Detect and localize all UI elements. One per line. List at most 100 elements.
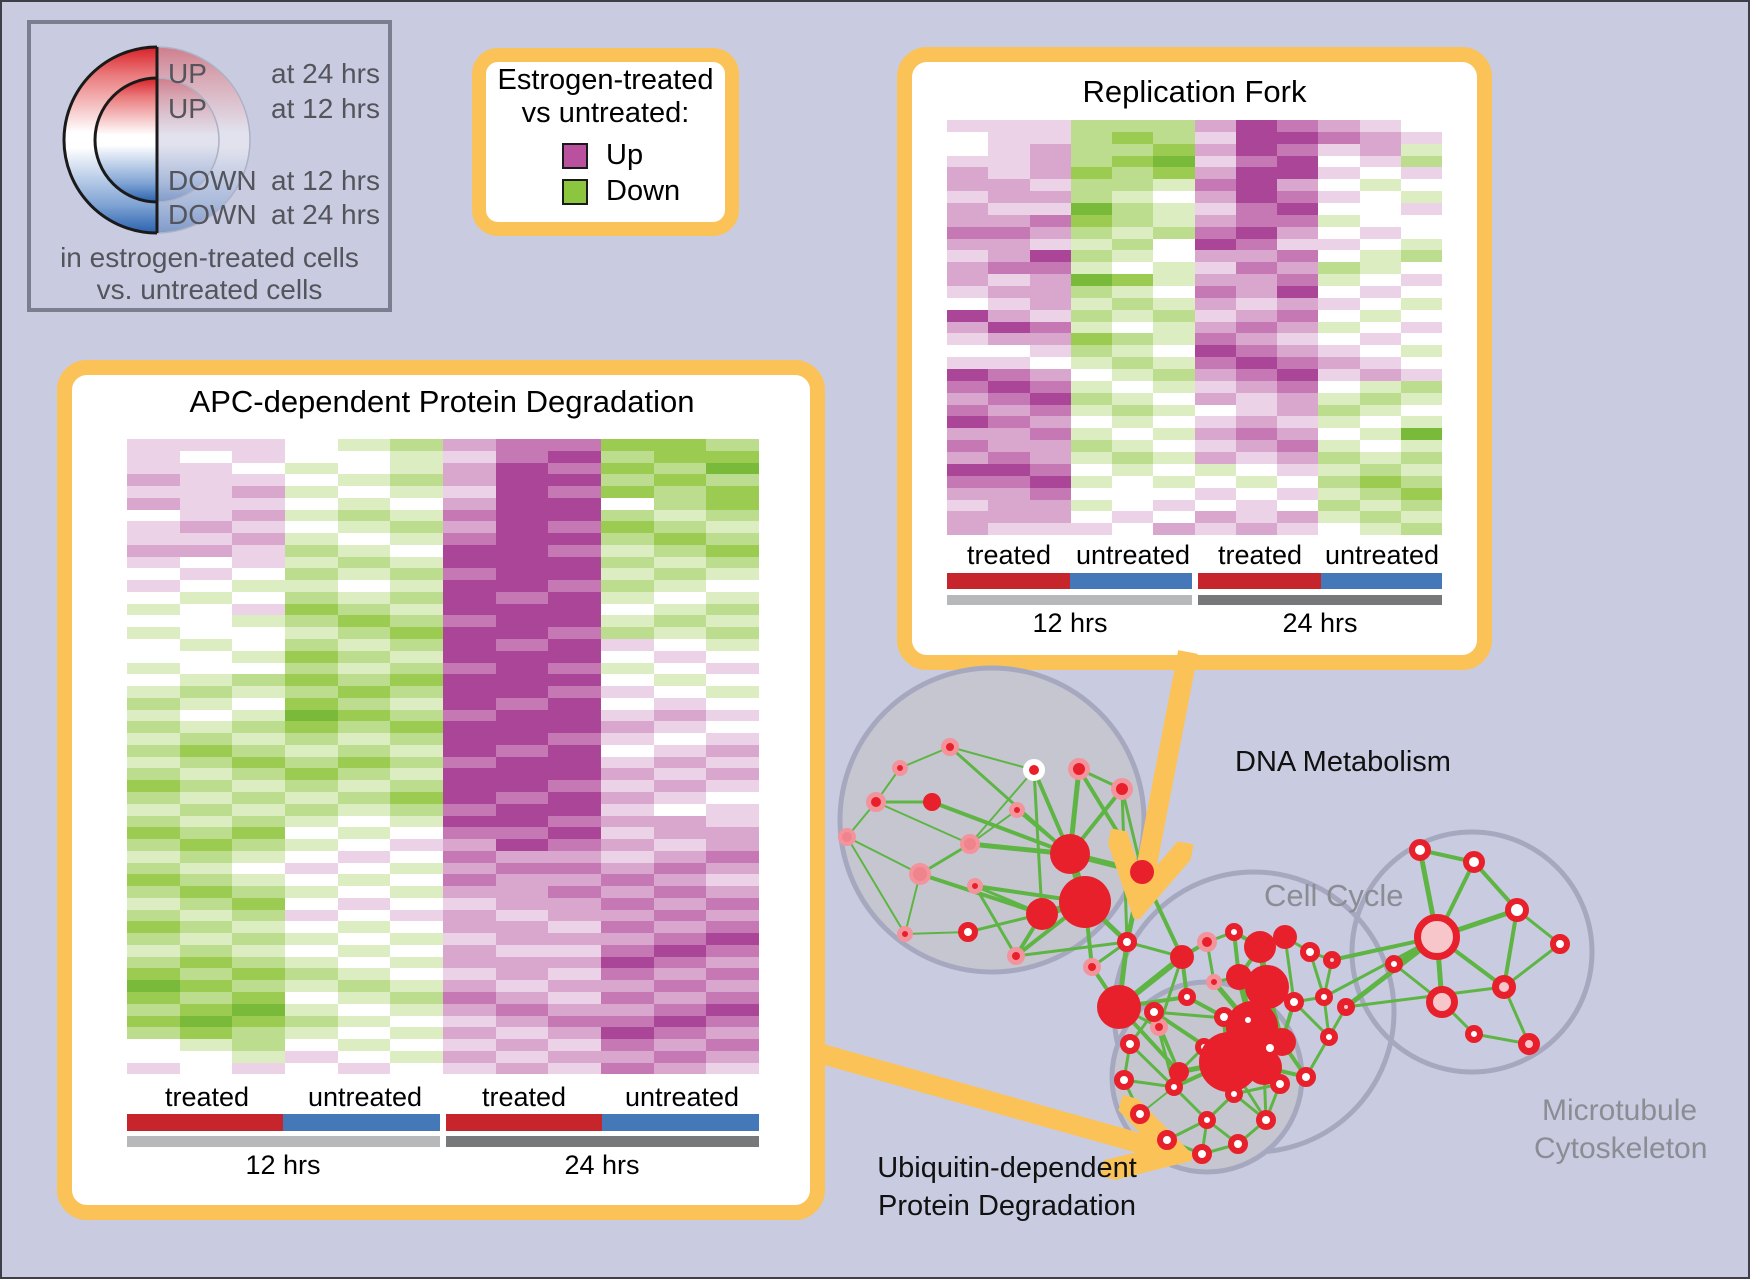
heatmap-cell <box>337 1015 391 1028</box>
heatmap-cell <box>548 968 602 981</box>
heatmap-cell <box>1235 274 1277 287</box>
heatmap-cell <box>1070 179 1112 192</box>
heatmap-cell <box>1194 143 1236 156</box>
heatmap-row <box>127 839 760 851</box>
heatmap-cell <box>1194 120 1236 132</box>
heatmap-cell <box>1359 274 1401 287</box>
ring-time-down-24: at 24 hrs <box>271 199 380 230</box>
heatmap-cell <box>232 627 286 640</box>
heatmap-cell <box>706 1015 760 1028</box>
heatmap-cell <box>988 369 1030 381</box>
heatmap-cell <box>1359 321 1401 334</box>
heatmap-cell <box>390 921 444 934</box>
heatmap-cell <box>443 956 496 969</box>
replication-fork-heatmap <box>947 120 1442 536</box>
heatmap-cell <box>127 521 180 534</box>
rf-untreated-bar-12 <box>1070 573 1192 589</box>
network-node-pc <box>1323 951 1341 969</box>
heatmap-cell <box>947 404 989 417</box>
heatmap-cell <box>390 674 444 687</box>
heatmap-cell <box>443 591 496 604</box>
arrow-replication-fork-to-dna <box>1142 650 1198 890</box>
heatmap-cell <box>1029 191 1071 204</box>
heatmap-cell <box>232 556 286 569</box>
heatmap-cell <box>988 380 1030 393</box>
heatmap-cell <box>706 474 760 487</box>
heatmap-cell <box>653 533 707 545</box>
heatmap-cell <box>653 956 707 969</box>
heatmap-cell <box>1277 380 1319 393</box>
microtubule-label-line2: Cytoskeleton <box>1534 1132 1708 1165</box>
heatmap-cell <box>337 780 391 792</box>
network-node-wr <box>1144 1002 1164 1022</box>
heatmap-cell <box>127 956 180 969</box>
heatmap-cell <box>1153 440 1195 453</box>
heatmap-cell <box>443 1027 496 1040</box>
heatmap-cell <box>337 850 391 863</box>
network-node-r <box>1273 925 1297 949</box>
heatmap-cell <box>1359 357 1401 370</box>
heatmap-cell <box>1235 321 1277 334</box>
heatmap-cell <box>1318 238 1360 251</box>
heatmap-cell <box>1277 120 1319 132</box>
heatmap-cell <box>1235 286 1277 298</box>
heatmap-cell <box>495 697 549 710</box>
heatmap-cell <box>443 768 496 781</box>
heatmap-cell <box>947 131 989 144</box>
network-node-wr <box>1239 1011 1257 1029</box>
heatmap-cell <box>1194 452 1236 464</box>
heatmap-row <box>127 627 760 640</box>
heatmap-cell <box>653 756 707 769</box>
heatmap-cell <box>337 791 391 804</box>
heatmap-cell <box>601 544 654 557</box>
heatmap-cell <box>653 474 707 487</box>
heatmap-cell <box>495 803 549 816</box>
heatmap-cell <box>232 803 286 816</box>
network-edge <box>949 746 1035 771</box>
heatmap-cell <box>127 744 180 757</box>
heatmap-cell <box>127 627 180 640</box>
network-node-wr <box>1225 923 1243 941</box>
heatmap-cell <box>285 803 338 816</box>
heatmap-cell <box>601 709 654 722</box>
heatmap-cell <box>127 909 180 922</box>
heatmap-cell <box>1112 120 1154 132</box>
heatmap-cell <box>232 968 286 981</box>
heatmap-cell <box>1235 380 1277 393</box>
heatmap-cell <box>1235 226 1277 239</box>
heatmap-cell <box>1153 380 1195 393</box>
heatmap-cell <box>495 450 549 463</box>
heatmap-cell <box>1235 345 1277 358</box>
heatmap-cell <box>1153 511 1195 524</box>
heatmap-cell <box>1359 191 1401 204</box>
heatmap-cell <box>601 439 654 451</box>
heatmap-row <box>127 486 760 498</box>
heatmap-cell <box>653 803 707 816</box>
heatmap-cell <box>390 533 444 545</box>
network-node-pc <box>1337 998 1355 1016</box>
heatmap-cell <box>988 262 1030 275</box>
heatmap-cell <box>1277 274 1319 287</box>
heatmap-cell <box>988 523 1030 536</box>
heatmap-cell <box>337 1062 391 1075</box>
heatmap-cell <box>1400 214 1442 227</box>
heatmap-cell <box>947 475 989 488</box>
heatmap-cell <box>601 803 654 816</box>
rf-24hrs-bar <box>1198 595 1442 605</box>
heatmap-cell <box>947 416 989 429</box>
heatmap-cell <box>127 439 180 451</box>
heatmap-cell <box>1400 179 1442 192</box>
heatmap-cell <box>337 968 391 981</box>
heatmap-cell <box>653 521 707 534</box>
heatmap-cell <box>390 991 444 1004</box>
heatmap-cell <box>706 1003 760 1016</box>
heatmap-cell <box>653 439 707 451</box>
heatmap-cell <box>653 1050 707 1063</box>
heatmap-cell <box>1029 203 1071 215</box>
heatmap-cell <box>127 1015 180 1028</box>
heatmap-cell <box>179 768 233 781</box>
heatmap-cell <box>1235 487 1277 500</box>
heatmap-cell <box>1112 345 1154 358</box>
heatmap-cell <box>232 1027 286 1040</box>
heatmap-cell <box>1029 452 1071 464</box>
